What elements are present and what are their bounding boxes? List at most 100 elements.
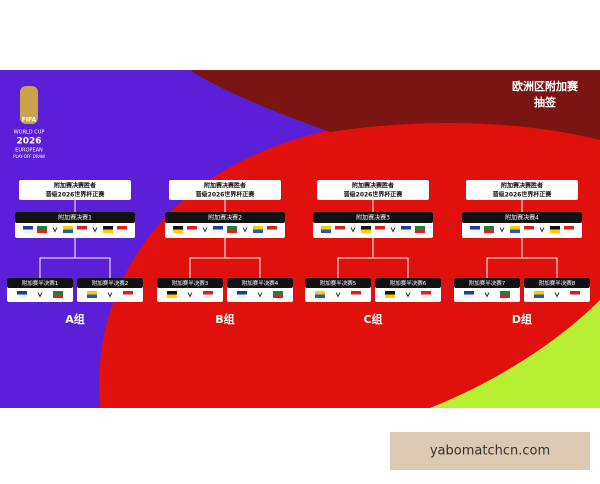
final-header <box>15 212 135 223</box>
flag <box>534 294 544 298</box>
flag <box>63 229 73 233</box>
semi-header <box>77 278 143 288</box>
vs-icon <box>37 292 43 298</box>
vs-icon <box>107 292 113 298</box>
flag <box>315 294 325 298</box>
vs-icon <box>202 227 208 233</box>
vs-icon <box>350 227 356 233</box>
flag <box>87 294 97 298</box>
flag <box>213 229 223 233</box>
vs-icon <box>257 292 263 298</box>
semi-header <box>454 278 520 288</box>
flag <box>570 294 580 298</box>
vs-icon <box>335 292 341 298</box>
connector <box>189 238 261 278</box>
subtitle: 抽签 <box>534 95 557 109</box>
winner-text: 附加赛决赛胜者 <box>54 182 96 190</box>
winner-text: 晋级2026世界杯正赛 <box>196 191 256 199</box>
flag <box>470 229 480 233</box>
final-header <box>313 212 433 223</box>
flag <box>37 229 47 233</box>
flag <box>187 229 197 233</box>
winner-box <box>19 180 131 200</box>
final-header <box>165 212 285 223</box>
semi-label: 附加赛半决赛7 <box>469 279 506 287</box>
flag <box>401 229 411 233</box>
final-label: 附加赛决赛3 <box>356 214 390 222</box>
semi-header <box>305 278 371 288</box>
flag <box>524 229 534 233</box>
vs-icon <box>92 227 98 233</box>
logo-line: PLAY-OFF DRAW <box>13 154 45 159</box>
final-header <box>462 212 582 223</box>
logo-fifa: FIFA <box>22 117 37 124</box>
final-label: 附加赛决赛1 <box>58 214 92 222</box>
semi-header <box>7 278 73 288</box>
group-label: B组 <box>215 312 234 326</box>
semi-label: 附加赛半决赛8 <box>539 279 576 287</box>
flag <box>421 294 431 298</box>
logo-line: 2026 <box>16 137 41 147</box>
flag <box>77 229 87 233</box>
flag <box>117 229 127 233</box>
vs-icon <box>539 227 545 233</box>
vs-icon <box>390 227 396 233</box>
flag <box>385 294 395 298</box>
flag <box>17 294 27 298</box>
winner-text: 晋级2026世界杯正赛 <box>46 191 106 199</box>
connector <box>39 238 111 278</box>
vs-icon <box>52 227 58 233</box>
flag <box>173 229 183 233</box>
semi-label: 附加赛半决赛3 <box>172 279 209 287</box>
vs-icon <box>242 227 248 233</box>
semi-header <box>524 278 590 288</box>
winner-text: 附加赛决赛胜者 <box>501 182 543 190</box>
title: 欧洲区附加赛 <box>512 79 579 93</box>
trophy <box>20 86 38 124</box>
semi-label: 附加赛半决赛4 <box>242 279 279 287</box>
flag <box>253 229 263 233</box>
logo-line: EUROPEAN <box>15 148 43 154</box>
connector <box>337 238 409 278</box>
logo-line: WORLD CUP <box>14 130 45 136</box>
group-label: C组 <box>363 312 382 326</box>
bg-green <box>430 300 600 408</box>
vs-icon <box>484 292 490 298</box>
flag <box>237 294 247 298</box>
flag <box>167 294 177 298</box>
flag <box>550 229 560 233</box>
flag <box>510 229 520 233</box>
flag <box>227 229 237 233</box>
winner-text: 附加赛决赛胜者 <box>204 182 246 190</box>
semi-header <box>157 278 223 288</box>
semi-header <box>375 278 441 288</box>
watermark-box <box>390 432 590 470</box>
bg-darkred <box>190 70 600 140</box>
flag <box>273 294 283 298</box>
semi-label: 附加赛半决赛6 <box>390 279 427 287</box>
vs-icon <box>499 227 505 233</box>
flag <box>267 229 277 233</box>
connector <box>486 238 558 278</box>
flag <box>500 294 510 298</box>
group-label: D组 <box>512 312 532 326</box>
semi-label: 附加赛半决赛1 <box>22 279 59 287</box>
flag <box>23 229 33 233</box>
semi-label: 附加赛半决赛5 <box>320 279 357 287</box>
winner-box <box>317 180 429 200</box>
flag <box>335 229 345 233</box>
semi-label: 附加赛半决赛2 <box>92 279 129 287</box>
winner-text: 晋级2026世界杯正赛 <box>344 191 404 199</box>
flag <box>564 229 574 233</box>
winner-box <box>169 180 281 200</box>
watermark: yabomatchcn.com <box>430 444 550 459</box>
vs-icon <box>554 292 560 298</box>
group-label: A组 <box>65 312 85 326</box>
flag <box>375 229 385 233</box>
winner-text: 附加赛决赛胜者 <box>352 182 394 190</box>
final-label: 附加赛决赛2 <box>208 214 242 222</box>
semi-header <box>227 278 293 288</box>
